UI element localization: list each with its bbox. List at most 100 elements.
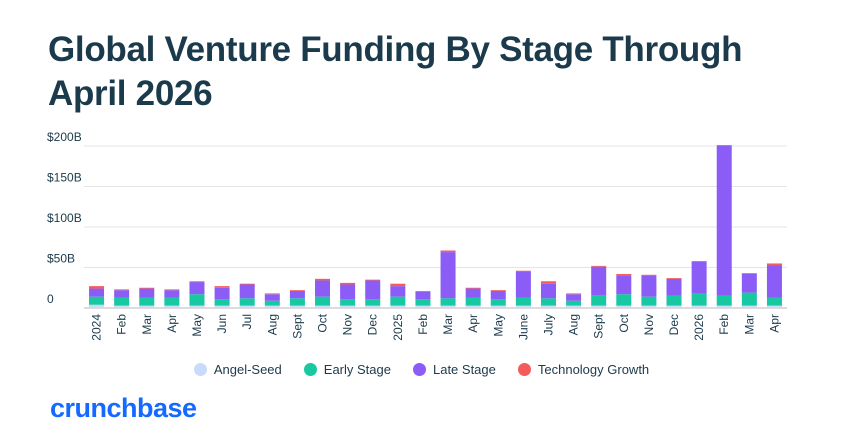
- bar-segment-technology-growth[interactable]: [89, 286, 105, 289]
- bar-segment-technology-growth[interactable]: [289, 290, 305, 291]
- bar-stack[interactable]: [239, 283, 255, 308]
- bar-segment-late-stage[interactable]: [566, 294, 582, 301]
- bar-segment-late-stage[interactable]: [465, 288, 481, 298]
- bar-segment-angel-seed[interactable]: [591, 305, 607, 308]
- bar-segment-early-stage[interactable]: [591, 295, 607, 306]
- bar-stack[interactable]: [89, 286, 105, 308]
- bar-segment-technology-growth[interactable]: [440, 250, 456, 253]
- bar-segment-technology-growth[interactable]: [490, 290, 506, 291]
- bar-stack[interactable]: [666, 278, 682, 308]
- bar-segment-late-stage[interactable]: [214, 287, 230, 300]
- bar-segment-early-stage[interactable]: [114, 297, 130, 306]
- bar-segment-technology-growth[interactable]: [566, 293, 582, 295]
- bar-segment-angel-seed[interactable]: [641, 305, 657, 308]
- bar-segment-angel-seed[interactable]: [289, 305, 305, 308]
- bar-segment-angel-seed[interactable]: [264, 305, 280, 308]
- bar-segment-early-stage[interactable]: [315, 296, 331, 306]
- bar-segment-technology-growth[interactable]: [164, 289, 180, 291]
- bar-stack[interactable]: [766, 263, 782, 308]
- bar-segment-late-stage[interactable]: [616, 275, 632, 295]
- bar-segment-technology-growth[interactable]: [465, 287, 481, 289]
- bar-segment-angel-seed[interactable]: [490, 305, 506, 308]
- bar-segment-angel-seed[interactable]: [315, 305, 331, 308]
- bar-segment-technology-growth[interactable]: [666, 278, 682, 279]
- bar-segment-angel-seed[interactable]: [691, 305, 707, 308]
- bar-segment-technology-growth[interactable]: [239, 283, 255, 285]
- bar-stack[interactable]: [340, 282, 356, 308]
- bar-stack[interactable]: [214, 286, 230, 308]
- bar-segment-angel-seed[interactable]: [515, 305, 531, 308]
- bar-segment-early-stage[interactable]: [415, 299, 431, 306]
- bar-segment-angel-seed[interactable]: [766, 305, 782, 308]
- bar-segment-technology-growth[interactable]: [390, 283, 406, 287]
- bar-segment-late-stage[interactable]: [766, 265, 782, 298]
- bar-segment-late-stage[interactable]: [691, 261, 707, 294]
- bar-segment-technology-growth[interactable]: [766, 263, 782, 266]
- bar-segment-early-stage[interactable]: [289, 298, 305, 306]
- bar-segment-angel-seed[interactable]: [566, 305, 582, 308]
- bar-stack[interactable]: [540, 281, 556, 308]
- legend-item-angel-seed[interactable]: Angel-Seed: [193, 362, 282, 377]
- bar-stack[interactable]: [716, 145, 732, 308]
- bar-segment-late-stage[interactable]: [540, 283, 556, 299]
- bar-segment-early-stage[interactable]: [616, 294, 632, 306]
- bar-segment-late-stage[interactable]: [114, 290, 130, 298]
- bar-segment-late-stage[interactable]: [515, 271, 531, 298]
- bar-stack[interactable]: [164, 289, 180, 308]
- bar-segment-late-stage[interactable]: [415, 291, 431, 300]
- bar-segment-late-stage[interactable]: [264, 294, 280, 301]
- bar-segment-angel-seed[interactable]: [239, 305, 255, 308]
- bar-stack[interactable]: [490, 290, 506, 308]
- crunchbase-logo[interactable]: crunchbase: [50, 393, 197, 423]
- bar-segment-early-stage[interactable]: [741, 292, 757, 306]
- bar-segment-angel-seed[interactable]: [666, 305, 682, 308]
- bar-stack[interactable]: [390, 283, 406, 308]
- bar-segment-early-stage[interactable]: [340, 299, 356, 306]
- bar-segment-angel-seed[interactable]: [616, 305, 632, 308]
- bar-stack[interactable]: [591, 265, 607, 308]
- bar-stack[interactable]: [264, 293, 280, 308]
- bar-segment-technology-growth[interactable]: [616, 273, 632, 276]
- bar-segment-early-stage[interactable]: [390, 296, 406, 306]
- bar-stack[interactable]: [189, 281, 205, 308]
- bar-segment-early-stage[interactable]: [716, 295, 732, 306]
- bar-segment-early-stage[interactable]: [164, 297, 180, 306]
- bar-segment-angel-seed[interactable]: [741, 305, 757, 308]
- bar-segment-early-stage[interactable]: [264, 300, 280, 306]
- bar-stack[interactable]: [741, 273, 757, 308]
- bar-stack[interactable]: [365, 279, 381, 308]
- bar-stack[interactable]: [440, 250, 456, 308]
- legend-item-early-stage[interactable]: Early Stage: [303, 362, 391, 377]
- bar-segment-late-stage[interactable]: [89, 288, 105, 297]
- bar-segment-late-stage[interactable]: [139, 288, 155, 298]
- legend-item-late-stage[interactable]: Late Stage: [412, 362, 496, 377]
- bar-segment-angel-seed[interactable]: [465, 305, 481, 308]
- bar-segment-early-stage[interactable]: [566, 300, 582, 306]
- bar-segment-angel-seed[interactable]: [540, 305, 556, 308]
- bar-segment-angel-seed[interactable]: [214, 305, 230, 308]
- bar-segment-early-stage[interactable]: [465, 297, 481, 306]
- bar-segment-angel-seed[interactable]: [164, 305, 180, 308]
- bar-segment-early-stage[interactable]: [691, 293, 707, 306]
- bar-segment-late-stage[interactable]: [741, 273, 757, 293]
- bar-segment-technology-growth[interactable]: [365, 279, 381, 281]
- bar-stack[interactable]: [415, 290, 431, 308]
- bar-stack[interactable]: [139, 287, 155, 308]
- bar-segment-late-stage[interactable]: [641, 275, 657, 297]
- bar-segment-technology-growth[interactable]: [691, 261, 707, 262]
- bar-segment-late-stage[interactable]: [440, 252, 456, 299]
- bar-segment-technology-growth[interactable]: [540, 281, 556, 284]
- bar-segment-angel-seed[interactable]: [390, 305, 406, 308]
- bar-stack[interactable]: [616, 273, 632, 308]
- bar-stack[interactable]: [289, 290, 305, 308]
- bar-segment-technology-growth[interactable]: [641, 274, 657, 276]
- bar-segment-late-stage[interactable]: [239, 284, 255, 299]
- bar-segment-late-stage[interactable]: [189, 282, 205, 295]
- bar-segment-late-stage[interactable]: [340, 284, 356, 300]
- bar-segment-early-stage[interactable]: [440, 298, 456, 306]
- bar-segment-early-stage[interactable]: [515, 297, 531, 306]
- bar-stack[interactable]: [465, 287, 481, 308]
- bar-segment-angel-seed[interactable]: [440, 305, 456, 308]
- bar-segment-early-stage[interactable]: [641, 296, 657, 306]
- bar-segment-late-stage[interactable]: [365, 280, 381, 300]
